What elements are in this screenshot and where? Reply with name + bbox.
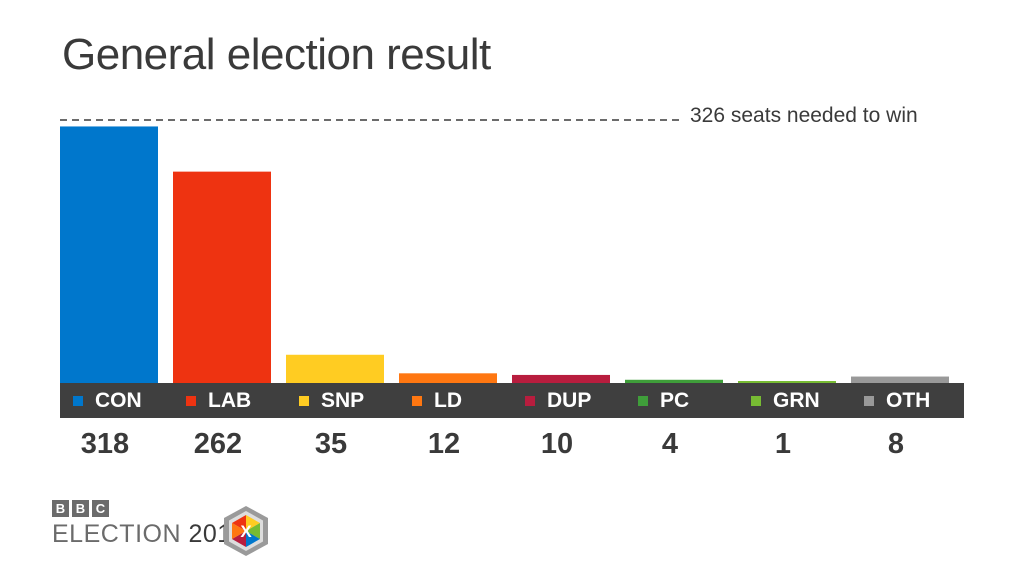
legend-item-pc: PC <box>638 383 689 418</box>
legend-label-grn: GRN <box>773 388 820 412</box>
bar-snp <box>286 354 384 383</box>
legend-swatch-snp <box>299 395 309 406</box>
bbc-letter-b1: B <box>52 500 69 517</box>
election-wordmark: ELECTION 2017 <box>52 520 246 549</box>
legend-swatch-lab <box>186 395 196 406</box>
legend-label-dup: DUP <box>547 388 592 412</box>
legend-label-pc: PC <box>660 388 690 412</box>
chart-title: General election result <box>62 30 491 79</box>
bar-ld <box>399 373 497 383</box>
election-x-icon: X <box>224 506 268 556</box>
bar-dup <box>512 374 610 383</box>
seat-value-dup: 10 <box>540 428 574 460</box>
legend-label-ld: LD <box>434 388 462 412</box>
legend-swatch-dup <box>525 395 535 406</box>
seat-value-pc: 4 <box>661 428 679 460</box>
bar-con <box>60 126 158 384</box>
bar-oth <box>851 376 949 383</box>
bbc-logo: B B C <box>52 500 246 517</box>
legend-swatch-pc <box>638 395 648 406</box>
seat-value-con: 318 <box>80 428 130 460</box>
seat-value-snp: 35 <box>314 428 348 460</box>
legend-item-snp: SNP <box>299 383 364 418</box>
bar-lab <box>173 171 271 383</box>
legend-item-ld: LD <box>412 383 462 418</box>
bbc-letter-c: C <box>92 500 109 517</box>
legend-item-oth: OTH <box>864 383 930 418</box>
election-word: ELECTION <box>52 520 182 548</box>
bbc-election-logo: B B C ELECTION 2017 <box>52 500 246 549</box>
legend-label-oth: OTH <box>886 388 931 412</box>
threshold-label: 326 seats needed to win <box>690 104 918 127</box>
bars-group <box>60 126 949 384</box>
seat-value-grn: 1 <box>774 428 792 460</box>
legend-label-snp: SNP <box>321 388 365 412</box>
legend-swatch-oth <box>864 395 874 406</box>
legend-item-grn: GRN <box>751 383 820 418</box>
legend-swatch-ld <box>412 395 422 406</box>
legend-bar: CON LAB SNP LD DUP PC GRN OTH <box>60 383 964 418</box>
legend-swatch-grn <box>751 395 761 406</box>
legend-label-con: CON <box>95 388 142 412</box>
legend-item-lab: LAB <box>186 383 251 418</box>
legend-swatch-con <box>73 395 83 406</box>
bar-grn <box>738 381 836 383</box>
legend-label-lab: LAB <box>208 388 252 412</box>
seat-value-ld: 12 <box>427 428 461 460</box>
legend-item-con: CON <box>73 383 142 418</box>
seat-value-lab: 262 <box>193 428 243 460</box>
bar-pc <box>625 379 723 383</box>
seat-value-oth: 8 <box>887 428 905 460</box>
mark-letter: X <box>240 522 252 541</box>
bbc-letter-b2: B <box>72 500 89 517</box>
legend-item-dup: DUP <box>525 383 591 418</box>
